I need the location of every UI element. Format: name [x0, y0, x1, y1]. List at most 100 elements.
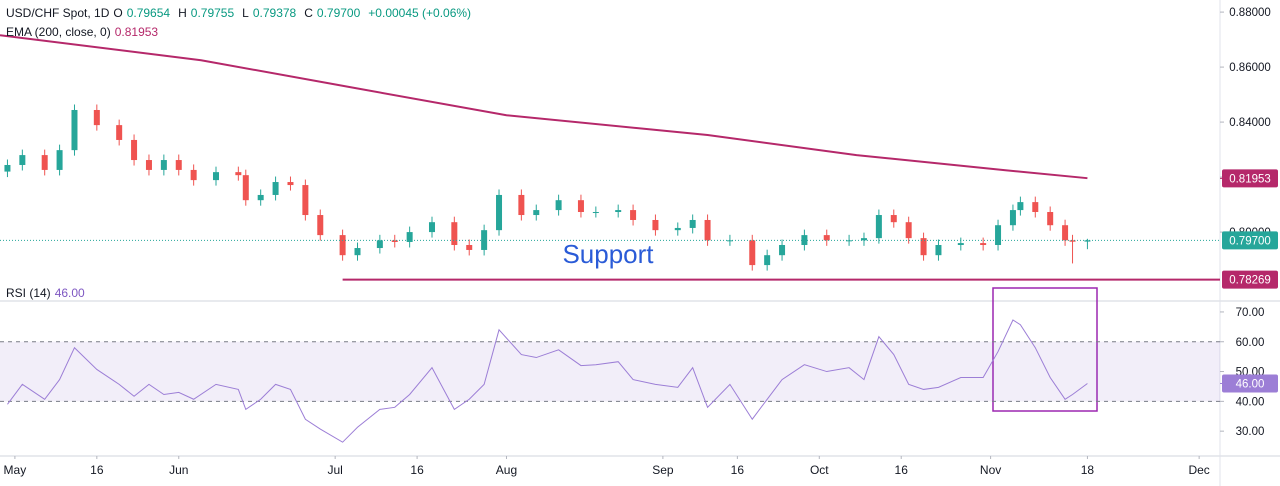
candle-body [406, 232, 413, 242]
y-tick-label: 0.88000 [1229, 7, 1271, 19]
candle-body [235, 172, 242, 176]
price-tag [1222, 169, 1278, 188]
rsi-band [0, 341, 1220, 402]
candle-body [272, 182, 279, 195]
candle-body [131, 139, 138, 161]
candle-body [190, 169, 197, 181]
rsi-name: RSI (14) [6, 286, 51, 300]
support-text: Support [562, 239, 654, 269]
x-tick-label: Jul [327, 463, 342, 477]
candle-body [1009, 210, 1016, 226]
ohlc-key: H [178, 6, 187, 20]
candle-body [674, 227, 681, 231]
ohlc-key: L [242, 6, 249, 20]
candle-body [749, 240, 756, 266]
candle-body [41, 155, 48, 170]
candle-body [4, 164, 11, 172]
candle-body [339, 235, 346, 256]
x-tick-label: Jun [169, 463, 188, 477]
candle-body [116, 125, 123, 140]
price-tag-label: 0.78269 [1229, 275, 1271, 287]
x-tick-label: Sep [652, 463, 674, 477]
x-tick-label: Nov [980, 463, 1001, 477]
x-tick-label: 16 [90, 463, 104, 477]
candle-body [391, 240, 398, 242]
candle-body [518, 194, 525, 216]
candle-body [577, 200, 584, 213]
y-tick-label: 60.00 [1236, 337, 1265, 349]
candle-body [56, 150, 63, 170]
ohlc-key: C [304, 6, 313, 20]
rsi-legend: RSI (14) 46.00 [6, 286, 85, 300]
ohlc-value: 0.79654 [126, 6, 171, 20]
x-tick-label: Dec [1188, 463, 1209, 477]
candle-body [496, 194, 503, 231]
candle-body [920, 238, 927, 256]
candle-body [466, 245, 473, 250]
candle-body [428, 222, 435, 233]
price-tag [1222, 270, 1278, 289]
price-tag [1222, 374, 1278, 393]
candle-body [630, 210, 637, 220]
rsi-value: 46.00 [54, 286, 85, 300]
candle-body [257, 194, 264, 201]
candle-body [1032, 202, 1039, 213]
x-tick-label: 18 [1081, 463, 1095, 477]
price-tag-label: 46.00 [1236, 379, 1265, 391]
candle-body [145, 160, 152, 170]
candle-body [875, 215, 882, 239]
y-tick-label: 0.86000 [1229, 62, 1271, 74]
candle-body [592, 212, 599, 214]
candle-body [242, 175, 249, 201]
x-tick-label: May [4, 463, 27, 477]
y-tick-label: 30.00 [1236, 426, 1265, 438]
candle-body [317, 215, 324, 236]
ohlc: O 0.79654 H 0.79755 L 0.79378 C 0.79700 [113, 6, 364, 20]
candle-body [19, 155, 26, 165]
price-tag [1222, 231, 1278, 250]
candle-body [957, 243, 964, 246]
candle-body [890, 215, 897, 223]
candle-body [287, 182, 294, 186]
candle-body [376, 240, 383, 249]
x-tick-label: Oct [810, 463, 829, 477]
candle-body [302, 185, 309, 216]
candle-body [779, 245, 786, 256]
candle-body [615, 210, 622, 213]
ohlc-value: 0.79378 [252, 6, 297, 20]
candle-body [555, 200, 562, 211]
ema-value: 0.81953 [114, 25, 159, 39]
candle-body [175, 160, 182, 170]
candle-body [905, 222, 912, 239]
candle-body [160, 160, 167, 170]
candle-body [995, 225, 1002, 246]
candle-body [652, 219, 659, 231]
x-tick-label: 16 [410, 463, 424, 477]
y-tick-label: 70.00 [1236, 307, 1265, 319]
price-tag-label: 0.79700 [1229, 235, 1271, 247]
ema-name: EMA (200, close, 0) [6, 25, 111, 39]
x-tick-label: Aug [496, 463, 517, 477]
candle-body [212, 172, 219, 181]
candle-body [93, 109, 100, 126]
candle-body [823, 235, 830, 241]
candle-body [1084, 240, 1091, 242]
y-tick-label: 40.00 [1236, 396, 1265, 408]
symbol: USD/CHF Spot, 1D [6, 6, 110, 20]
y-tick-label: 0.84000 [1229, 117, 1271, 129]
candle-body [980, 243, 987, 246]
candle-body [451, 222, 458, 246]
x-tick-label: 16 [895, 463, 909, 477]
candle-body [354, 248, 361, 256]
ohlc-value: 0.79700 [316, 6, 361, 20]
candle-body [533, 210, 540, 216]
candle-body [935, 245, 942, 256]
rsi-line [7, 319, 1088, 443]
candle-body [860, 238, 867, 241]
change: +0.00045 (+0.06%) [368, 6, 472, 20]
ema-line [0, 34, 1088, 180]
price-legend: USD/CHF Spot, 1D O 0.79654 H 0.79755 L 0.7937… [6, 6, 471, 20]
candle-body [689, 219, 696, 228]
